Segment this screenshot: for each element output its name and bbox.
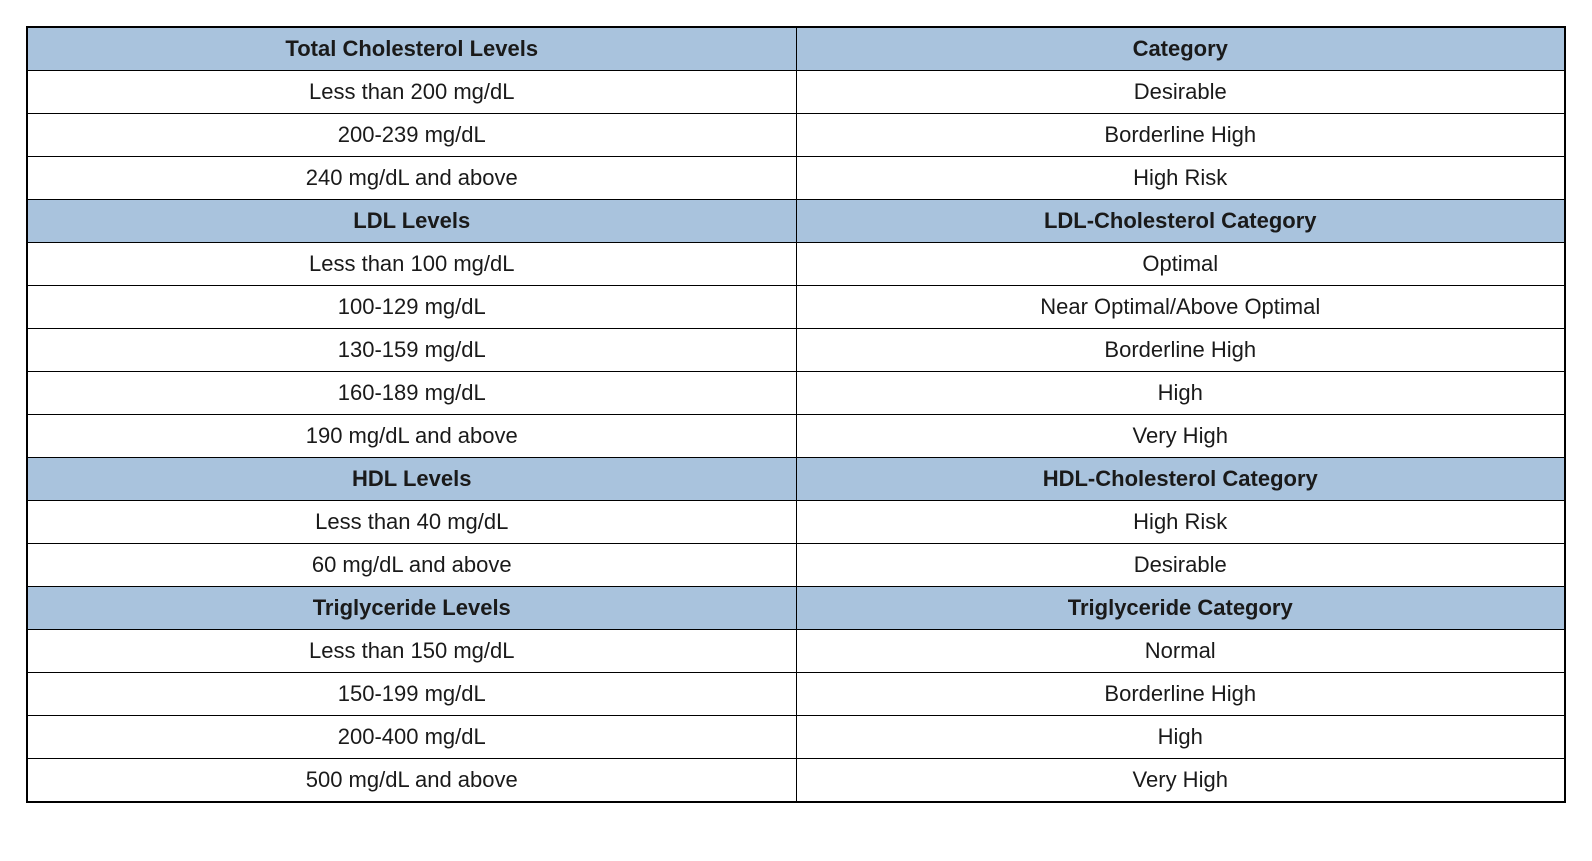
category-cell: Very High [796, 759, 1565, 803]
table-row: 500 mg/dL and above Very High [27, 759, 1565, 803]
section-header-cell: HDL Levels [27, 458, 796, 501]
category-cell: High [796, 716, 1565, 759]
section-header-row: HDL Levels HDL-Cholesterol Category [27, 458, 1565, 501]
table-row: Less than 200 mg/dL Desirable [27, 71, 1565, 114]
section-header-cell: LDL-Cholesterol Category [796, 200, 1565, 243]
level-cell: 160-189 mg/dL [27, 372, 796, 415]
level-cell: 150-199 mg/dL [27, 673, 796, 716]
category-cell: Normal [796, 630, 1565, 673]
table-row: 60 mg/dL and above Desirable [27, 544, 1565, 587]
level-cell: Less than 100 mg/dL [27, 243, 796, 286]
category-cell: Desirable [796, 544, 1565, 587]
level-cell: 130-159 mg/dL [27, 329, 796, 372]
table-row: 200-239 mg/dL Borderline High [27, 114, 1565, 157]
table-row: 240 mg/dL and above High Risk [27, 157, 1565, 200]
category-cell: Borderline High [796, 329, 1565, 372]
section-header-row: LDL Levels LDL-Cholesterol Category [27, 200, 1565, 243]
category-cell: High Risk [796, 501, 1565, 544]
section-header-cell: LDL Levels [27, 200, 796, 243]
section-header-cell: HDL-Cholesterol Category [796, 458, 1565, 501]
section-header-cell: Triglyceride Levels [27, 587, 796, 630]
section-header-cell: Triglyceride Category [796, 587, 1565, 630]
category-cell: Very High [796, 415, 1565, 458]
level-cell: Less than 40 mg/dL [27, 501, 796, 544]
category-cell: High Risk [796, 157, 1565, 200]
table-row: 150-199 mg/dL Borderline High [27, 673, 1565, 716]
level-cell: 200-239 mg/dL [27, 114, 796, 157]
section-header-cell: Total Cholesterol Levels [27, 27, 796, 71]
level-cell: 60 mg/dL and above [27, 544, 796, 587]
section-header-row: Total Cholesterol Levels Category [27, 27, 1565, 71]
level-cell: Less than 200 mg/dL [27, 71, 796, 114]
level-cell: 100-129 mg/dL [27, 286, 796, 329]
cholesterol-levels-table: Total Cholesterol Levels Category Less t… [26, 26, 1566, 803]
section-header-row: Triglyceride Levels Triglyceride Categor… [27, 587, 1565, 630]
category-cell: High [796, 372, 1565, 415]
table-row: Less than 40 mg/dL High Risk [27, 501, 1565, 544]
level-cell: 240 mg/dL and above [27, 157, 796, 200]
level-cell: Less than 150 mg/dL [27, 630, 796, 673]
level-cell: 500 mg/dL and above [27, 759, 796, 803]
category-cell: Desirable [796, 71, 1565, 114]
table-row: Less than 100 mg/dL Optimal [27, 243, 1565, 286]
category-cell: Borderline High [796, 114, 1565, 157]
table-row: 200-400 mg/dL High [27, 716, 1565, 759]
section-header-cell: Category [796, 27, 1565, 71]
table-row: 190 mg/dL and above Very High [27, 415, 1565, 458]
category-cell: Near Optimal/Above Optimal [796, 286, 1565, 329]
category-cell: Borderline High [796, 673, 1565, 716]
table-row: 160-189 mg/dL High [27, 372, 1565, 415]
level-cell: 200-400 mg/dL [27, 716, 796, 759]
table-row: 130-159 mg/dL Borderline High [27, 329, 1565, 372]
level-cell: 190 mg/dL and above [27, 415, 796, 458]
category-cell: Optimal [796, 243, 1565, 286]
table-row: Less than 150 mg/dL Normal [27, 630, 1565, 673]
table-row: 100-129 mg/dL Near Optimal/Above Optimal [27, 286, 1565, 329]
